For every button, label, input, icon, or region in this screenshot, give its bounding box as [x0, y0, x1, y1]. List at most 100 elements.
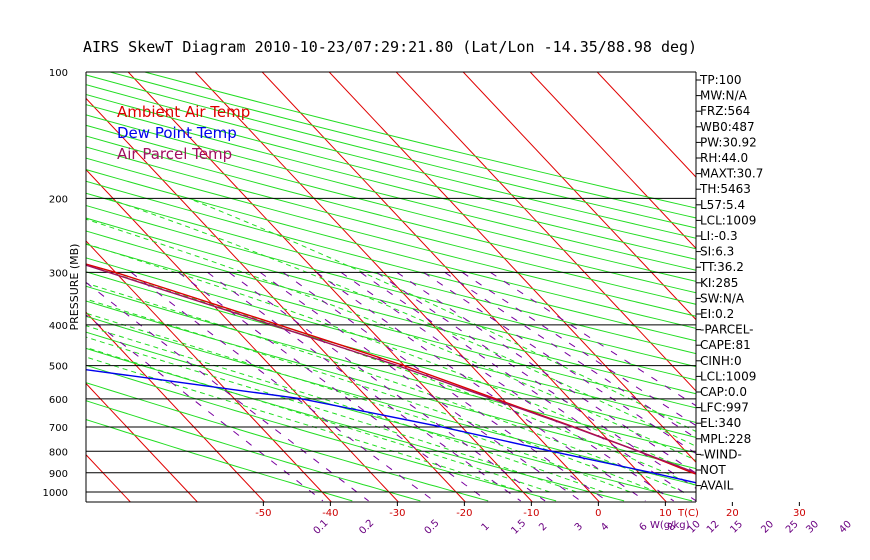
mixing-ratio-line	[86, 314, 324, 502]
pressure-ticks: 100 200 300 400 500 600 700 800 900 1000	[43, 68, 68, 499]
mixing-ratio-line	[130, 272, 435, 502]
dry-adiabat-line	[86, 419, 353, 502]
mixing-ratio-line	[376, 271, 696, 489]
dry-adiabat-line	[86, 257, 696, 423]
mixing-ratio-line	[360, 271, 696, 502]
mixing-ratio-line	[490, 271, 696, 407]
pressure-tick-label: 400	[49, 321, 68, 332]
isotherm-line	[395, 72, 696, 392]
index-item: TT:36.2	[699, 260, 744, 274]
legend-ambient: Ambient Air Temp	[117, 103, 250, 121]
dry-adiabat-line	[86, 230, 696, 395]
pressure-tick-label: 500	[49, 362, 68, 373]
moist-adiabat-line	[86, 312, 631, 493]
dry-adiabat-line	[86, 285, 696, 454]
dry-adiabat-line	[86, 124, 696, 282]
dry-adiabat-line	[86, 192, 696, 355]
ambient-temp-line	[86, 263, 696, 475]
bottom-tick-label: -30	[389, 508, 405, 519]
mixing-ratio-line	[396, 271, 696, 474]
index-item: EL:340	[700, 416, 741, 430]
dry-adiabat-line	[86, 204, 696, 368]
index-item: MAXT:30.7	[700, 167, 763, 181]
dry-adiabat-line	[86, 146, 696, 305]
index-item: EI:0.2	[700, 307, 734, 321]
index-item: SI:6.3	[700, 245, 734, 259]
index-item: CINH:0	[700, 354, 742, 368]
isotherm-line	[462, 72, 696, 321]
dry-adiabat-line	[86, 157, 696, 317]
isotherm-line	[86, 382, 198, 502]
isotherm-line	[529, 72, 696, 250]
dry-adiabat-line	[86, 400, 421, 502]
dewpoint-temp-line	[86, 368, 696, 484]
isotherm-line	[261, 72, 667, 502]
mixing-ratio-line	[259, 271, 582, 502]
index-item: RH:44.0	[700, 151, 748, 165]
pressure-tick-label: 900	[49, 469, 68, 480]
pressure-tick-label: 600	[49, 395, 68, 406]
isotherm-line	[86, 168, 399, 502]
bottom-tick-label: -50	[255, 508, 271, 519]
index-item: CAPE:81	[700, 338, 751, 352]
dry-adiabat-line	[86, 135, 696, 294]
isotherm-line	[194, 72, 600, 502]
mixing-axis-label: W(g/kg)	[650, 520, 690, 531]
dry-adiabat-line	[86, 382, 489, 502]
index-item: LCL:1009	[700, 369, 756, 383]
moist-adiabat-line	[86, 282, 684, 493]
moist-adiabat-line	[86, 346, 550, 493]
pressure-tick-label: 200	[49, 194, 68, 205]
chart-title: AIRS SkewT Diagram 2010-10-23/07:29:21.8…	[83, 38, 697, 56]
pressure-tick-label: 300	[49, 268, 68, 279]
dry-adiabat-line	[86, 104, 696, 260]
moist-adiabat-line	[86, 336, 577, 493]
isotherm-line	[86, 240, 332, 502]
index-item: TP:100	[699, 73, 742, 87]
dry-adiabat-line	[86, 114, 696, 271]
dry-adiabat-line	[86, 93, 696, 250]
dry-adiabat-line	[86, 347, 625, 502]
bottom-tick-label: -20	[456, 508, 472, 519]
bottom-temperature-ticks: -50 -40 -30 -20 -10 0 10 20 30	[255, 502, 806, 519]
index-item: L57:5.4	[700, 198, 745, 212]
bottom-tick-label: 0	[595, 508, 601, 519]
mixing-ratio-line	[86, 281, 369, 502]
y-axis-label: PRESSURE (MB)	[68, 244, 81, 331]
index-item: AVAIL	[700, 479, 734, 493]
bottom-tick-label: -40	[322, 508, 338, 519]
pressure-tick-label: 1000	[43, 488, 68, 499]
legend-parcel: Air Parcel Temp	[117, 145, 232, 163]
dry-adiabat-line	[86, 331, 693, 502]
index-item: PW:30.92	[700, 135, 757, 149]
isotherm-line	[86, 311, 265, 502]
index-item: MW:N/A	[700, 89, 748, 103]
bottom-tick-label: 30	[793, 508, 806, 519]
index-item: SW:N/A	[700, 291, 745, 305]
isotherm-line	[86, 97, 466, 502]
dry-adiabat-line	[86, 180, 696, 342]
dry-adiabat-line	[86, 169, 696, 329]
isotherm-line	[596, 72, 696, 178]
mixing-ratio-line	[423, 271, 696, 455]
index-item: NOT	[700, 463, 726, 477]
index-item: WB0:487	[700, 120, 755, 134]
dry-adiabat-line	[86, 271, 696, 438]
index-item: LI:-0.3	[700, 229, 738, 243]
dry-adiabat-line	[86, 364, 557, 502]
index-item: FRZ:564	[700, 104, 750, 118]
legend: Ambient Air Temp Dew Point Temp Air Parc…	[117, 103, 250, 163]
index-item: TH:5463	[699, 182, 751, 196]
pressure-tick-label: 800	[49, 447, 68, 458]
bottom-tick-label: 20	[726, 508, 739, 519]
mixing-ratio-line	[282, 271, 608, 502]
bottom-tick-label: 10	[659, 508, 672, 519]
pressure-tick-label: 100	[49, 68, 68, 79]
x-axis-label: T(C)	[677, 508, 699, 519]
index-item: CAP:0.0	[700, 385, 747, 399]
legend-dewpoint: Dew Point Temp	[117, 124, 237, 142]
index-item: KI:285	[700, 276, 738, 290]
